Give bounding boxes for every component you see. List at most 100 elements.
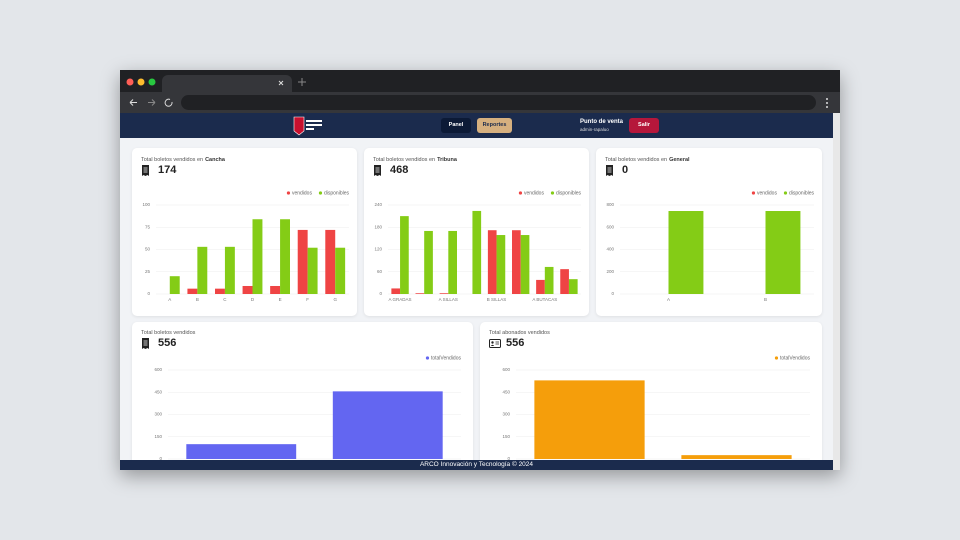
bar (424, 230, 433, 294)
bar (520, 235, 530, 294)
bar (544, 266, 554, 294)
chart-card: Total abonados vendidos 556 0 150 300 450 60… (480, 322, 822, 460)
legend-swatch (783, 191, 788, 195)
legend-label: totalVendidos (780, 355, 811, 361)
receipt-icon (142, 165, 149, 176)
title-emphasis: Cancha (205, 157, 225, 163)
y-tick-label: 60 (377, 269, 383, 274)
y-tick-label: 450 (154, 389, 162, 394)
bar (391, 288, 401, 294)
chart-card: Total boletos vendidos en General 0 0 200 4… (596, 148, 822, 316)
bar (215, 288, 225, 294)
maximize-dot[interactable] (148, 78, 156, 86)
card-total: 0 (622, 164, 629, 176)
y-tick-label: 300 (154, 412, 162, 417)
bar (224, 246, 235, 294)
bar (415, 293, 425, 294)
bar (169, 276, 180, 294)
app-header: Panel Reportes Punto de venta admin-rapa… (120, 113, 833, 138)
x-tick-label: A BUTACAS (532, 297, 557, 302)
receipt-icon (142, 338, 149, 349)
nav-buttons[interactable] (126, 96, 176, 109)
x-tick-label: B (196, 297, 199, 302)
y-tick-label: 0 (611, 291, 614, 296)
chart-card: Total boletos vendidos 556 0 150 300 450 600… (132, 322, 473, 460)
legend-swatch (774, 356, 779, 360)
menu[interactable] (824, 97, 830, 109)
close-dot[interactable] (126, 78, 134, 86)
x-tick-label: A SILLAS (439, 297, 458, 302)
title: Total boletos vendidos en (605, 157, 668, 163)
bar (534, 380, 645, 459)
y-tick-label: 150 (154, 434, 162, 439)
dashboard: Total boletos vendidos en Cancha 174 0 25 5… (120, 138, 833, 460)
bar (400, 216, 409, 294)
legend-label: vendidos (524, 190, 545, 196)
title: Total boletos vendidos en (141, 157, 204, 163)
x-tick-label: A (667, 297, 670, 302)
bar (496, 235, 506, 294)
legend-label: vendidos (292, 190, 313, 196)
bar (297, 229, 308, 294)
scrollbar[interactable] (833, 113, 840, 470)
receipt-icon (606, 165, 613, 176)
bar (439, 293, 449, 294)
x-tick-label: B (764, 297, 767, 302)
y-tick-label: 180 (374, 224, 382, 229)
y-tick-label: 0 (159, 456, 162, 460)
legend-label: disponibles (556, 190, 582, 196)
legend-swatch (425, 356, 430, 360)
legend-swatch (550, 191, 555, 195)
y-tick-label: 240 (374, 202, 382, 207)
active-tab[interactable] (162, 75, 292, 92)
bar (186, 444, 297, 459)
y-tick-label: 600 (154, 367, 162, 372)
chart-card: Total boletos vendidos en Tribuna 468 0 60… (364, 148, 589, 316)
bar (307, 247, 318, 294)
toolbar (120, 92, 840, 113)
bar (681, 455, 792, 459)
bar (668, 211, 704, 294)
bar (187, 288, 198, 294)
legend-label: vendidos (757, 190, 778, 196)
y-tick-label: 50 (145, 247, 151, 252)
logo (293, 116, 322, 136)
bar (270, 285, 281, 294)
y-tick-label: 100 (142, 202, 150, 207)
card-total: 174 (158, 164, 177, 176)
y-tick-label: 600 (606, 224, 614, 229)
logout-button[interactable]: Salir (629, 118, 659, 133)
receipt-icon (374, 165, 381, 176)
title-emphasis: General (669, 157, 690, 163)
new-tab[interactable] (296, 76, 308, 88)
y-tick-label: 0 (507, 456, 510, 460)
card-total: 556 (158, 337, 177, 349)
bar (242, 285, 253, 294)
legend-swatch (286, 191, 291, 195)
card-total: 468 (390, 164, 409, 176)
chart: 0 150 300 450 600 totalVendidos (502, 355, 811, 460)
panel-button[interactable]: Panel (441, 118, 471, 133)
reports-button[interactable]: Reportes (477, 118, 512, 133)
bar (448, 230, 457, 294)
x-tick-label: A (168, 297, 171, 302)
y-tick-label: 400 (606, 247, 614, 252)
title: Total boletos vendidos en (373, 157, 436, 163)
y-tick-label: 450 (502, 389, 510, 394)
y-tick-label: 800 (606, 202, 614, 207)
window-controls (126, 78, 156, 86)
point-of-sale: Punto de venta (580, 119, 624, 125)
legend-label: totalVendidos (431, 355, 462, 361)
title-emphasis: Tribuna (437, 157, 457, 163)
bar (536, 279, 545, 294)
tab-close[interactable] (162, 75, 292, 92)
minimize-dot[interactable] (137, 78, 145, 86)
x-tick-label: C (223, 297, 227, 302)
user-name: admin-rapaluo (580, 127, 609, 132)
y-tick-label: 0 (379, 291, 382, 296)
address-bar[interactable] (181, 95, 816, 110)
title: Total boletos vendidos (141, 330, 196, 336)
x-tick-label: F (306, 297, 309, 302)
legend-swatch (518, 191, 523, 195)
